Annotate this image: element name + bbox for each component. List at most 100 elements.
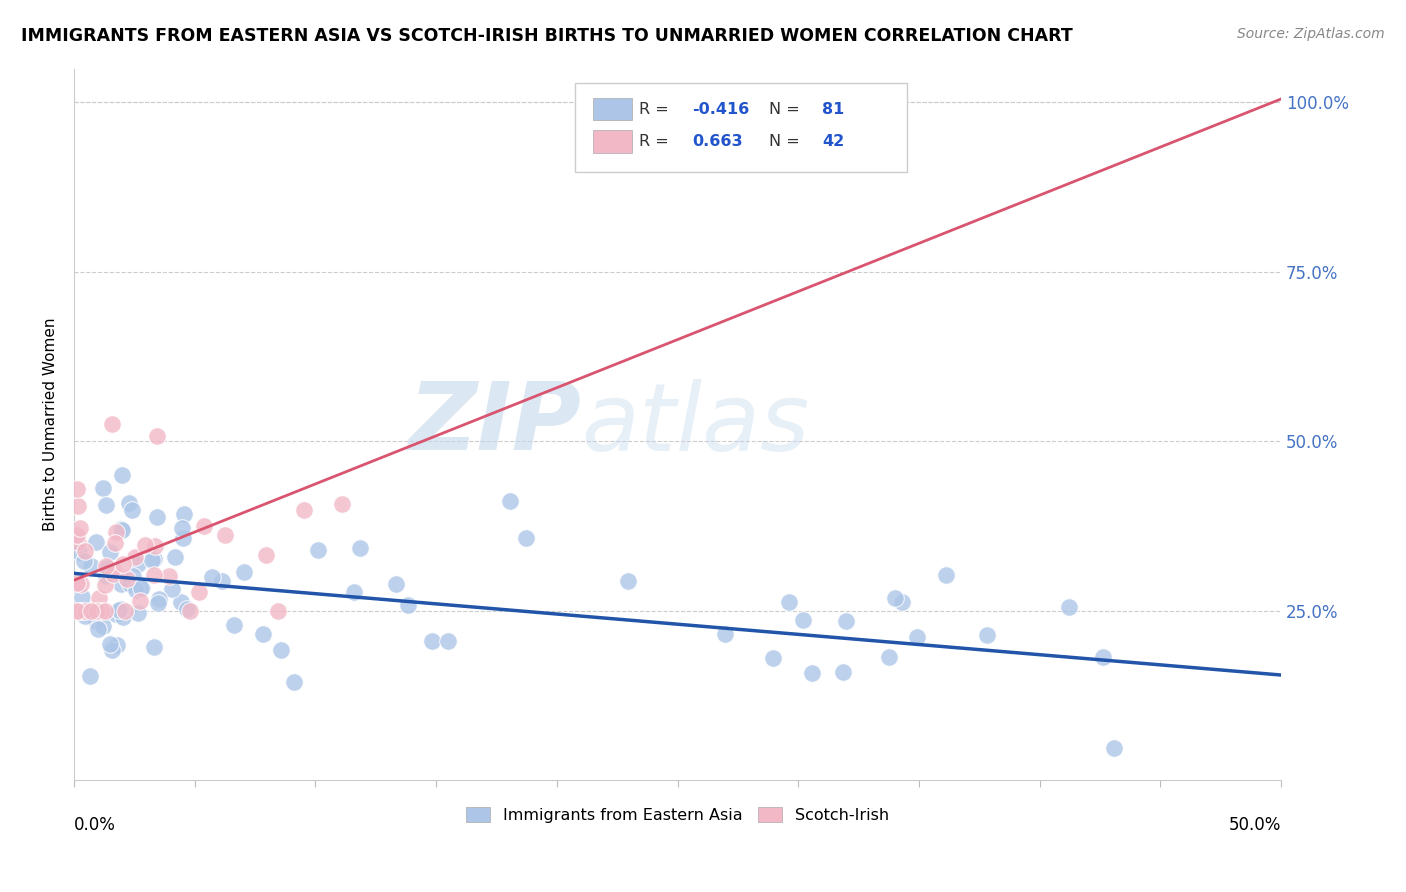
Point [157,569,180,583]
Point [67,534,90,549]
Point [87,622,110,636]
Point [101,643,124,657]
Point [176,602,198,616]
Point [832,665,855,679]
Point [69,521,91,535]
Point [835,614,858,628]
Point [87,591,110,605]
Point [118,496,141,510]
Text: R =: R = [638,102,673,117]
Legend: Immigrants from Eastern Asia, Scotch-Irish: Immigrants from Eastern Asia, Scotch-Iri… [460,800,896,829]
Point [73,609,96,624]
Point [72,591,94,605]
Point [111,610,134,624]
Text: IMMIGRANTS FROM EASTERN ASIA VS SCOTCH-IRISH BIRTHS TO UNMARRIED WOMEN CORRELATI: IMMIGRANTS FROM EASTERN ASIA VS SCOTCH-I… [21,27,1073,45]
Point [905,630,928,644]
Point [79,604,101,618]
Point [93,578,115,592]
Point [270,643,292,657]
Point [94,604,117,618]
FancyBboxPatch shape [593,130,631,153]
Point [93,618,115,632]
Point [499,494,522,508]
Point [515,531,537,545]
Point [292,502,315,516]
Point [436,633,458,648]
Point [67,499,90,513]
Point [111,558,134,572]
Text: N =: N = [769,135,806,149]
Point [145,510,167,524]
Point [127,558,149,572]
Point [200,570,222,584]
Point [976,628,998,642]
Point [105,525,128,540]
Point [879,649,901,664]
Point [179,604,201,618]
Point [172,531,194,545]
Text: atlas: atlas [581,379,810,470]
Point [343,585,366,599]
Point [131,581,153,595]
Point [1057,599,1080,614]
Point [125,582,148,597]
Point [141,553,163,567]
Point [75,544,97,558]
Point [69,604,91,618]
Point [98,636,121,650]
Point [110,576,132,591]
Point [142,567,165,582]
Point [108,602,131,616]
Point [124,549,146,564]
Point [129,582,152,596]
Point [163,550,186,565]
Point [110,522,132,536]
Point [616,574,638,588]
Point [66,604,89,618]
Point [86,604,108,618]
Point [70,604,93,618]
Point [222,618,245,632]
Point [65,528,87,542]
Point [233,565,256,579]
Point [396,598,419,612]
Point [101,417,124,431]
Point [252,627,274,641]
Text: R =: R = [638,135,673,149]
Point [94,559,117,574]
Point [170,595,193,609]
Point [330,496,353,510]
Point [111,523,134,537]
Point [1102,741,1125,756]
Text: ZIP: ZIP [408,378,581,470]
Point [65,483,87,497]
Text: 42: 42 [823,135,845,149]
Point [385,577,408,591]
Point [79,669,101,683]
Point [890,595,912,609]
Point [96,561,118,575]
Point [142,552,165,566]
Point [80,559,103,574]
FancyBboxPatch shape [593,98,631,120]
Point [96,498,118,512]
Point [73,604,96,618]
Point [884,591,907,605]
Point [134,538,156,552]
Point [254,548,277,562]
Point [160,582,183,596]
Point [172,521,194,535]
Point [935,568,957,582]
Point [1092,650,1115,665]
Point [187,585,209,599]
Point [283,675,305,690]
Point [143,539,166,553]
Y-axis label: Births to Unmarried Women: Births to Unmarried Women [44,318,58,531]
Point [193,519,215,533]
Point [122,569,145,583]
Point [121,503,143,517]
Point [762,650,785,665]
Point [148,595,170,609]
Point [90,604,112,618]
Point [778,595,800,609]
